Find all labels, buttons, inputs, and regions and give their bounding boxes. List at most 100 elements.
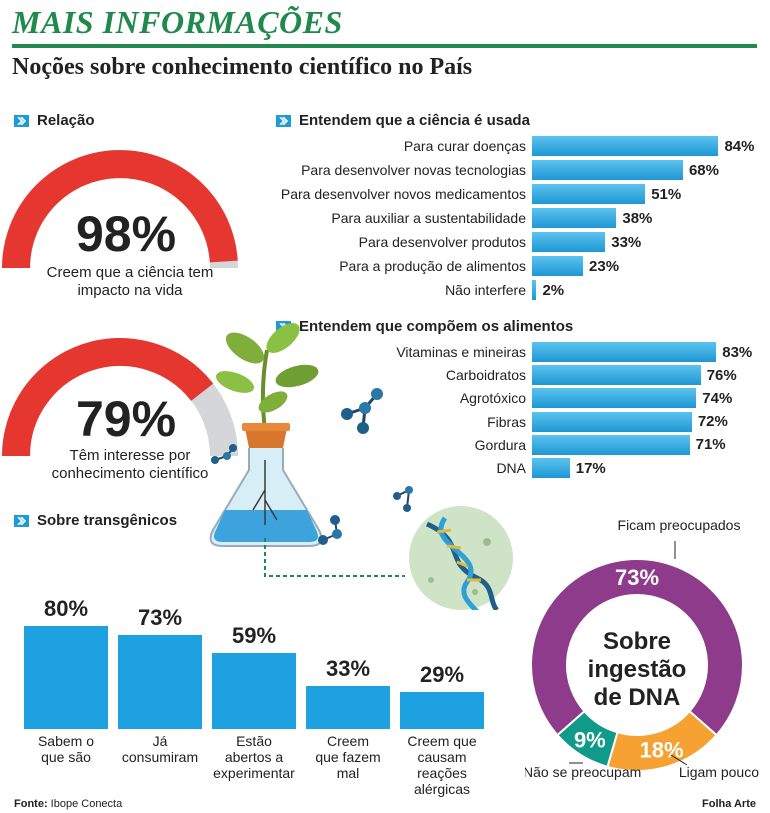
dna-icon (409, 506, 513, 610)
bar-row: Para desenvolver produtos 33% (359, 232, 642, 252)
bar (532, 388, 697, 409)
bar (532, 365, 701, 386)
title-rule (12, 44, 757, 48)
bar-row: Agrotóxico 74% (460, 388, 733, 409)
bar-row: Para desenvolver novos medicamentos 51% (281, 184, 682, 204)
bar-label: Creem que causam reações alérgicas (407, 733, 477, 797)
slice-name: Ficam preocupados (618, 517, 741, 533)
bar-value: 68% (688, 161, 719, 179)
bar (532, 160, 683, 180)
bar-label: Sabem o que são (37, 733, 95, 765)
molecule-icon (341, 388, 383, 434)
bar-row: Gordura 71% (475, 434, 726, 455)
bar (532, 256, 584, 276)
bar-label: Já consumiram (121, 733, 199, 765)
bar-row: Carboidratos 76% (446, 365, 737, 386)
source-note: Fonte: Ibope Conecta (14, 798, 123, 810)
bar (532, 342, 717, 362)
bar (24, 625, 108, 729)
bar-value: 59% (231, 622, 277, 648)
bar-label: Para a produção de alimentos (339, 258, 526, 274)
gauge-value: 79% (75, 391, 177, 447)
bar-label: DNA (496, 460, 526, 476)
section-relacao: Relação (14, 112, 95, 129)
molecule-icon (318, 515, 342, 545)
page-subtitle: Noções sobre conhecimento científico no … (12, 54, 473, 80)
bar-value: 72% (697, 413, 728, 431)
bar-label: Agrotóxico (459, 390, 526, 407)
bar (532, 232, 606, 252)
arrow-right-icon (14, 514, 29, 527)
bar-value: 33% (611, 233, 642, 251)
bar (532, 411, 692, 432)
bar (212, 652, 296, 729)
bar-row: Para auxiliar a sustentabilidade 38% (331, 208, 653, 228)
section-relacao-label: Relação (37, 112, 95, 129)
connector-line (264, 538, 405, 577)
arrow-right-icon (276, 114, 291, 127)
gauge-fill (2, 338, 214, 457)
bar (532, 280, 537, 300)
donut-center-label: ingestão (588, 656, 687, 683)
bar-value: 76% (706, 366, 737, 384)
bar-row: DNA 17% (496, 458, 606, 478)
slice-value: 73% (615, 565, 659, 590)
science-illustration (209, 323, 513, 610)
section-alimentos-label: Entendem que compõem os alimentos (299, 318, 574, 335)
bar-value: 73% (137, 604, 183, 630)
bar-label: Não interfere (445, 282, 526, 298)
bar-row: Vitaminas e mineiras 83% (396, 342, 753, 362)
bar-value: 23% (589, 257, 620, 275)
bar-value: 38% (622, 209, 653, 227)
bar-value: 29% (419, 661, 465, 687)
bar-label: Para desenvolver novos medicamentos (280, 186, 526, 202)
slice-name: Não se preocupam (525, 764, 641, 780)
bar-value: 83% (722, 343, 753, 361)
bar (306, 686, 390, 729)
donut-hole (568, 596, 706, 734)
bar-label: Creem que fazem mal (315, 733, 381, 781)
credit-note: Folha Arte (702, 798, 756, 810)
bar-value: 33% (325, 656, 371, 682)
bar-label: Fibras (487, 413, 526, 430)
donut-center-label: Sobre (603, 628, 671, 655)
section-uso: Entendem que a ciência é usada (276, 112, 530, 129)
gauge-impacto (2, 150, 238, 269)
gauge-interesse (2, 338, 238, 457)
bar-row: Para curar doenças 84% (404, 136, 755, 156)
bar (400, 691, 484, 729)
flask-icon (209, 448, 323, 547)
bar-label: Estão abertos a experimentar (213, 733, 295, 781)
slice-name: Ligam pouco (679, 764, 759, 780)
bar-value: 80% (43, 595, 89, 621)
bar-row: Não interfere 2% (445, 280, 564, 300)
bar-label: Para desenvolver novas tecnologias (301, 162, 526, 178)
bar (118, 634, 202, 729)
bar-label: Para desenvolver produtos (358, 234, 526, 250)
gauge-caption: Têm interesse por conhecimento científico (51, 447, 209, 482)
gauge-value: 98% (75, 206, 177, 262)
bar (532, 434, 690, 455)
bar (532, 136, 719, 156)
gauge-caption: Creem que a ciência tem impacto na vida (46, 264, 214, 299)
bar-label: Gordura (474, 436, 526, 453)
donut-center-label: de DNA (594, 684, 681, 711)
arrow-right-icon (14, 114, 29, 127)
bar-value: 74% (702, 389, 733, 407)
donut-slice (530, 558, 744, 737)
bar-label: Para auxiliar a sustentabilidade (331, 210, 526, 226)
bar-value: 51% (651, 185, 682, 203)
page-title: MAIS INFORMAÇÕES (12, 4, 343, 40)
bar-label: Para curar doenças (403, 138, 526, 154)
pot-icon (242, 423, 290, 448)
bar (532, 184, 646, 204)
bar-row: Fibras 72% (487, 411, 728, 432)
section-transgenicos: Sobre transgênicos (14, 512, 177, 529)
bar-value: 71% (695, 436, 726, 454)
slice-value: 9% (574, 727, 606, 752)
section-transgenicos-label: Sobre transgênicos (37, 512, 178, 529)
molecule-icon (393, 486, 413, 512)
bar-label: Carboidratos (445, 367, 526, 384)
molecule-icon (211, 444, 237, 464)
